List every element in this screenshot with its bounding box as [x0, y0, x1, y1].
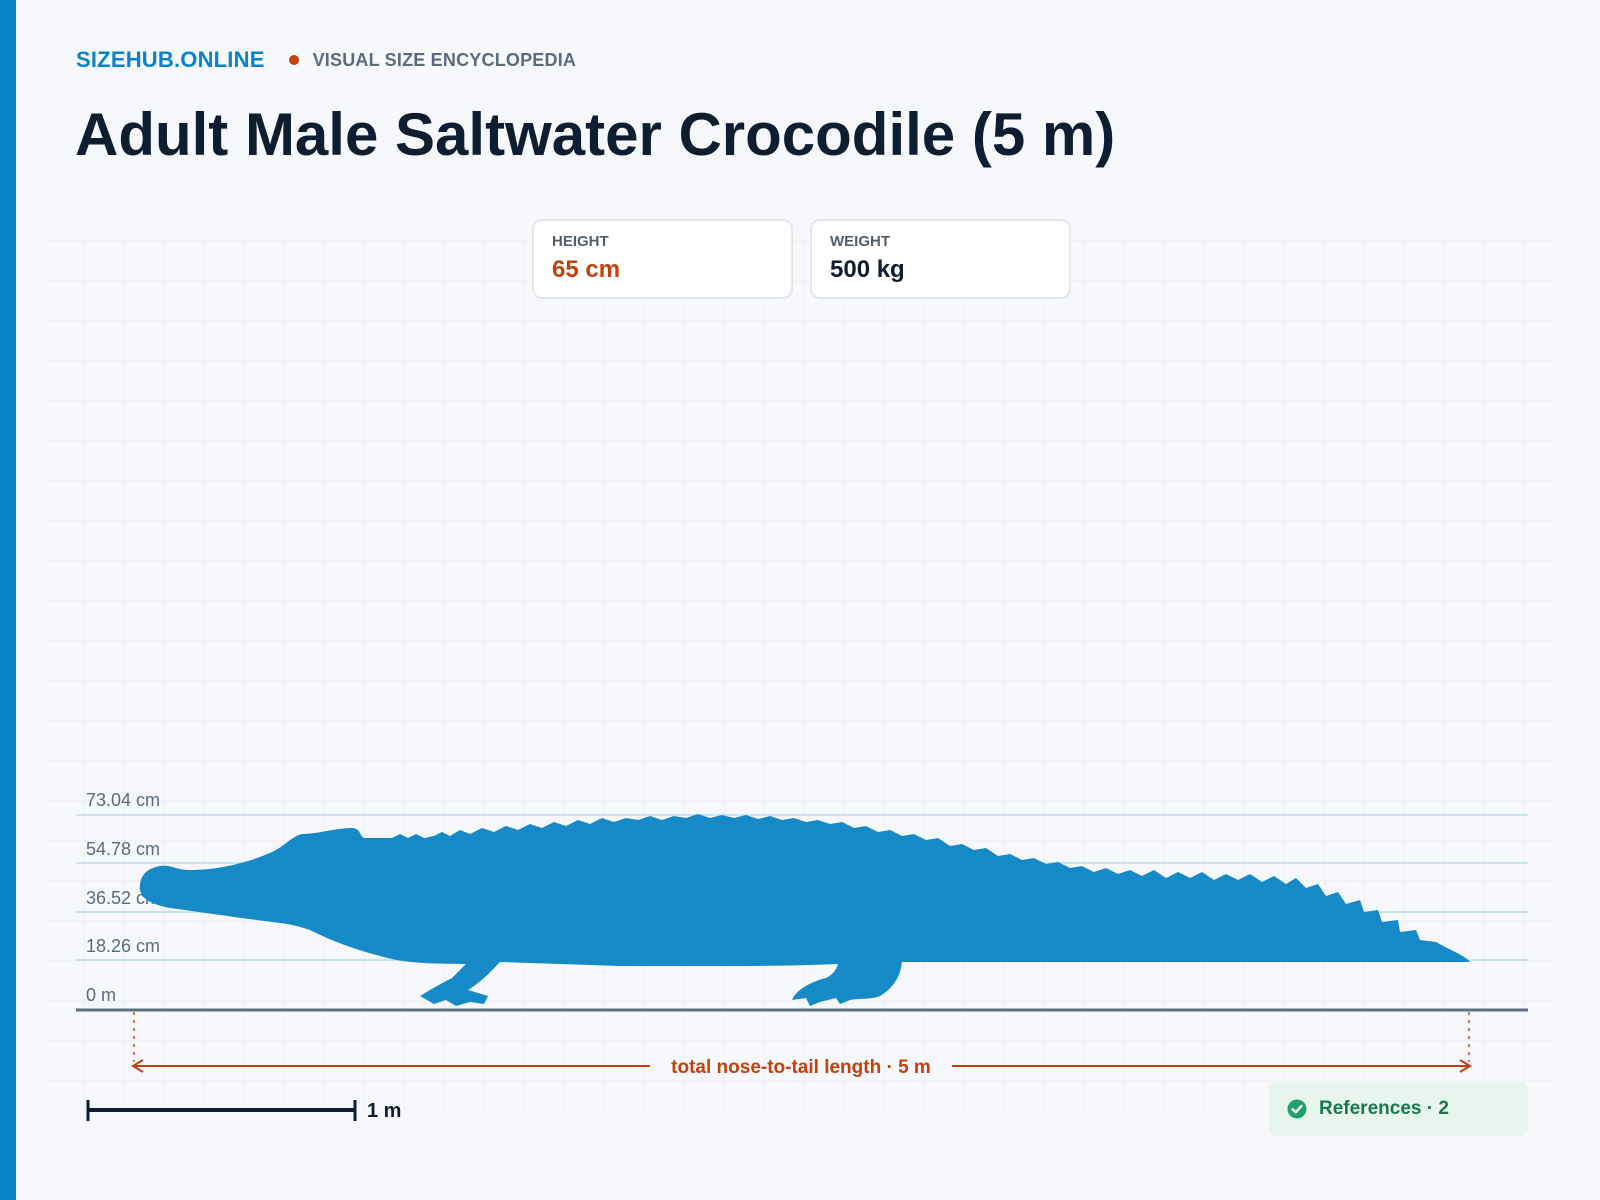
height-tick-label: 73.04 cm — [86, 790, 160, 810]
crocodile-silhouette-icon — [139, 814, 1471, 1006]
brand-row: SIZEHUB.ONLINE VISUAL SIZE ENCYCLOPEDIA — [76, 47, 576, 73]
weight-value: 500 kg — [830, 256, 905, 283]
brand-name[interactable]: SIZEHUB.ONLINE — [76, 47, 265, 72]
background-grid — [45, 240, 1555, 1110]
scale-bar-label: 1 m — [367, 1100, 401, 1122]
height-label: HEIGHT — [552, 233, 609, 250]
length-dimension: total nose-to-tail length · 5 m — [131, 1012, 1472, 1078]
check-circle-icon — [1287, 1099, 1307, 1119]
height-stat-card: HEIGHT 65 cm — [532, 219, 793, 299]
references-button[interactable]: References · 2 — [1269, 1082, 1528, 1136]
arrow-right-icon — [1459, 1059, 1472, 1073]
length-dimension-label: total nose-to-tail length · 5 m — [671, 1057, 931, 1078]
height-tick-label: 18.26 cm — [86, 936, 160, 956]
arrow-left-icon — [131, 1059, 144, 1073]
height-value: 65 cm — [552, 256, 621, 283]
page-title: Adult Male Saltwater Crocodile (5 m) — [75, 101, 1116, 168]
height-tick-label: 54.78 cm — [86, 839, 160, 859]
height-tick-label: 0 m — [86, 985, 116, 1005]
weight-stat-card: WEIGHT 500 kg — [810, 219, 1071, 299]
scale-bar: 1 m — [86, 1100, 401, 1122]
brand-tagline: VISUAL SIZE ENCYCLOPEDIA — [312, 49, 577, 70]
references-label: References · 2 — [1319, 1098, 1449, 1119]
accent-bar — [0, 0, 16, 1200]
separator-dot-icon — [288, 55, 299, 65]
weight-label: WEIGHT — [830, 233, 890, 250]
